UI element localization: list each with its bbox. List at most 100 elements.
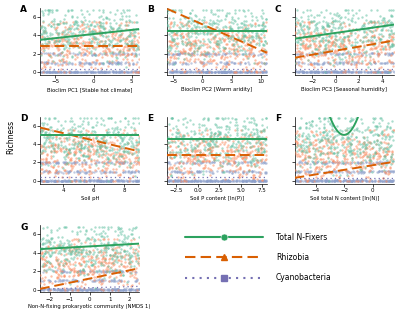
- Point: [118, 14, 125, 19]
- Point: [263, 28, 270, 33]
- Point: [201, 158, 207, 163]
- Point: [60, 70, 66, 75]
- Point: [46, 9, 52, 14]
- Point: [237, 25, 243, 30]
- Point: [101, 123, 108, 128]
- Point: [71, 178, 77, 183]
- Point: [352, 143, 359, 148]
- Point: [64, 160, 70, 165]
- Point: [65, 148, 72, 153]
- Point: [370, 116, 376, 121]
- Point: [60, 46, 67, 51]
- Point: [231, 69, 238, 74]
- Point: [78, 131, 85, 136]
- Point: [360, 149, 367, 154]
- Point: [307, 121, 314, 126]
- Point: [364, 27, 370, 32]
- Point: [52, 177, 58, 182]
- Point: [249, 157, 255, 162]
- Point: [107, 50, 114, 55]
- Point: [53, 254, 59, 259]
- Point: [188, 159, 195, 164]
- Point: [80, 51, 87, 56]
- Point: [346, 125, 352, 130]
- Point: [100, 160, 107, 165]
- Point: [110, 51, 116, 56]
- Point: [178, 20, 185, 25]
- Point: [215, 179, 221, 183]
- Point: [65, 149, 71, 154]
- Point: [56, 37, 63, 42]
- Point: [66, 37, 72, 42]
- Point: [381, 169, 387, 174]
- Point: [95, 177, 102, 182]
- Point: [50, 179, 56, 183]
- Point: [68, 163, 74, 168]
- Point: [185, 156, 191, 161]
- Point: [340, 30, 346, 35]
- Point: [115, 257, 122, 262]
- Point: [185, 169, 192, 174]
- Point: [80, 70, 87, 75]
- Point: [263, 169, 270, 174]
- Point: [220, 29, 227, 34]
- Point: [100, 17, 106, 22]
- Point: [166, 178, 172, 183]
- Point: [134, 70, 141, 75]
- Point: [92, 279, 98, 284]
- Point: [326, 121, 333, 126]
- Point: [247, 39, 254, 44]
- Point: [251, 179, 258, 183]
- Point: [45, 287, 51, 292]
- Point: [55, 36, 61, 41]
- Point: [323, 70, 329, 75]
- Point: [292, 30, 298, 35]
- Point: [120, 287, 126, 292]
- Point: [302, 168, 309, 173]
- Point: [191, 160, 198, 165]
- Point: [44, 134, 51, 139]
- Point: [325, 168, 332, 173]
- Point: [91, 29, 98, 34]
- Point: [88, 159, 94, 164]
- Point: [59, 244, 65, 249]
- Point: [313, 123, 319, 128]
- Point: [216, 69, 222, 74]
- Point: [308, 61, 314, 66]
- Point: [116, 270, 122, 275]
- Point: [381, 132, 387, 137]
- Point: [314, 61, 321, 66]
- Point: [70, 128, 77, 133]
- Point: [363, 17, 369, 22]
- Point: [259, 123, 265, 128]
- Point: [107, 266, 114, 271]
- Point: [257, 39, 264, 44]
- Point: [109, 253, 116, 258]
- Point: [374, 69, 380, 74]
- Point: [44, 33, 50, 38]
- Point: [384, 70, 390, 75]
- Point: [40, 44, 46, 49]
- Point: [38, 251, 44, 256]
- Point: [319, 161, 326, 166]
- Point: [52, 149, 58, 154]
- Point: [76, 49, 82, 54]
- Point: [306, 50, 313, 55]
- Point: [50, 69, 56, 74]
- Point: [113, 157, 119, 162]
- Point: [228, 143, 234, 148]
- Point: [74, 156, 81, 161]
- Point: [361, 139, 367, 144]
- Point: [133, 179, 139, 183]
- Point: [132, 52, 139, 57]
- Point: [44, 23, 51, 28]
- Point: [326, 178, 332, 183]
- Point: [319, 146, 325, 151]
- Point: [309, 18, 316, 23]
- Point: [113, 61, 119, 66]
- Point: [62, 287, 69, 292]
- Point: [228, 147, 234, 152]
- Point: [374, 141, 381, 146]
- Point: [325, 154, 332, 159]
- Point: [390, 168, 396, 173]
